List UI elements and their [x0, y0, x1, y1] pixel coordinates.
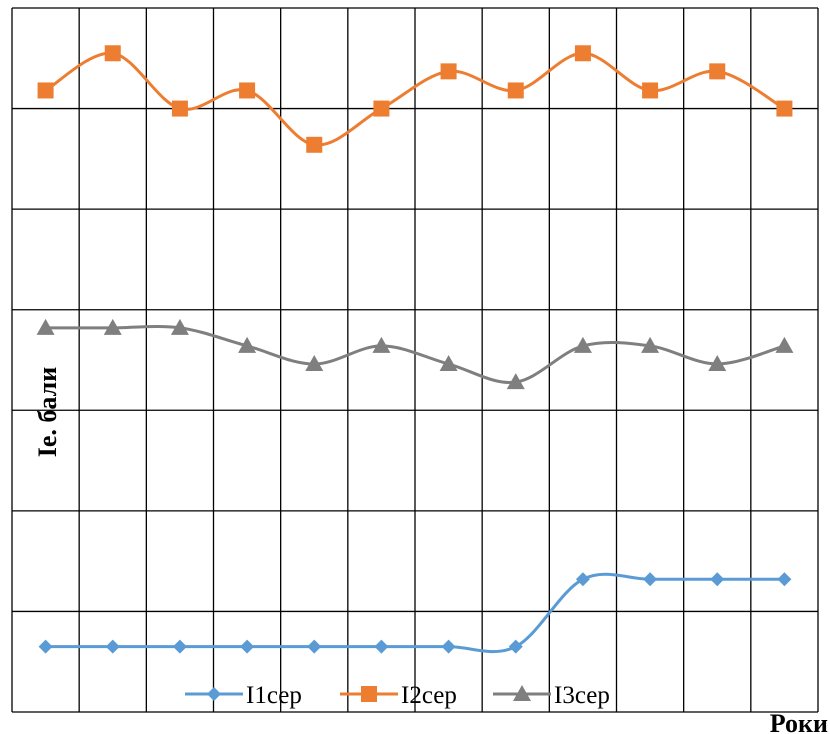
legend-marker: [207, 687, 221, 701]
legend-label: I1сер: [246, 682, 302, 709]
data-point: [307, 639, 322, 654]
y-axis-title: Ie. бали: [33, 367, 62, 457]
data-point: [306, 136, 323, 153]
legend-item: I2сер: [340, 682, 457, 709]
data-point: [105, 639, 120, 654]
legend-marker: [513, 685, 531, 701]
data-point: [172, 639, 187, 654]
legend-item: I3сер: [493, 682, 610, 709]
data-point: [507, 82, 524, 99]
legend-label: I3сер: [554, 682, 610, 709]
data-point: [710, 572, 725, 587]
data-point: [36, 318, 55, 335]
data-point: [642, 82, 659, 99]
series-3: [36, 318, 794, 390]
data-point: [103, 318, 122, 335]
data-point: [709, 63, 726, 80]
grid: [11, 7, 819, 713]
data-point: [240, 639, 255, 654]
legend-item: I1сер: [185, 682, 302, 709]
data-point: [643, 572, 658, 587]
data-point: [777, 572, 792, 587]
data-point: [373, 100, 390, 117]
legend-label: I2сер: [401, 682, 457, 709]
data-point: [506, 373, 525, 390]
data-point: [372, 336, 391, 353]
data-point: [104, 45, 121, 62]
data-point: [238, 336, 257, 353]
data-point: [775, 336, 794, 353]
data-point: [37, 82, 54, 99]
series-layer: [36, 45, 794, 654]
series-1: [38, 572, 792, 654]
data-point: [374, 639, 389, 654]
data-point: [508, 639, 523, 654]
data-point: [641, 336, 660, 353]
data-point: [776, 100, 793, 117]
data-point: [170, 318, 189, 335]
data-point: [439, 355, 458, 372]
legend: I1сер I2сер I3сер: [185, 682, 610, 709]
x-axis-title: Роки: [770, 709, 828, 734]
data-point: [573, 336, 592, 353]
data-point: [575, 572, 590, 587]
data-point: [171, 100, 188, 117]
data-point: [38, 639, 53, 654]
series-line: [45, 324, 785, 384]
data-point: [440, 63, 457, 80]
legend-marker: [361, 686, 377, 702]
series-2: [37, 45, 793, 153]
data-point: [239, 82, 256, 99]
data-point: [708, 355, 727, 372]
data-point: [305, 355, 324, 372]
data-point: [574, 45, 591, 62]
data-point: [441, 639, 456, 654]
